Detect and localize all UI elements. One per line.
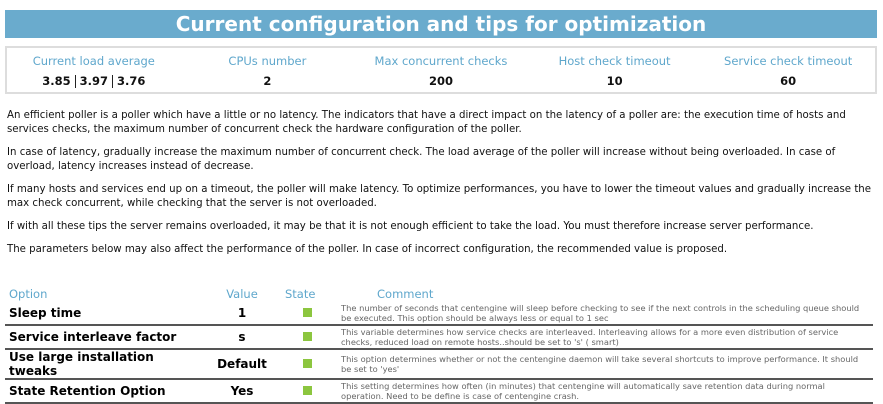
option-comment: This variable determines how service che… [337,325,873,350]
stat-load: Current load average 3.85 3.97 3.76 [7,48,181,92]
options-table: Option Value State Comment Sleep time 1 Th… [5,286,873,404]
stat-host-timeout: Host check timeout 10 [528,48,702,92]
tip-paragraph: An efficient poller is a poller which ha… [7,110,846,135]
load-15: 3.76 [116,74,146,88]
state-ok-icon [303,386,312,395]
stat-label: Current load average [32,54,155,68]
tips-text: An efficient poller is a poller which ha… [7,109,877,266]
header-option: Option [9,287,48,301]
stat-label: Max concurrent checks [374,54,508,68]
option-comment: The number of seconds that centengine wi… [337,302,873,326]
stat-max-checks: Max concurrent checks 200 [354,48,528,92]
load-5: 3.97 [79,74,108,88]
option-comment: This setting determines how often (in mi… [337,379,873,404]
table-row: Use large installation tweaks Default This… [5,349,873,380]
option-name: Service interleave factor [5,325,203,350]
divider [74,75,76,88]
state-ok-icon [303,359,312,368]
stat-value: 2 [263,74,272,88]
header-state: State [285,287,316,301]
option-value: Yes [203,379,281,404]
stat-label: Host check timeout [558,54,671,68]
stat-cpus: CPUs number 2 [181,48,355,92]
stats-panel: Current load average 3.85 3.97 3.76 CPUs n… [5,46,877,94]
header-comment: Comment [377,287,434,301]
option-name: Sleep time [5,302,203,326]
table-row: State Retention Option Yes This setting de… [5,379,873,404]
stat-value: 60 [780,74,797,88]
stat-label: Service check timeout [724,54,853,68]
divider [111,75,113,88]
table-row: Service interleave factor s This variable … [5,325,873,350]
stat-value: 200 [428,74,453,88]
option-value: 1 [203,302,281,326]
header-value: Value [226,287,258,301]
option-value: Default [203,349,281,380]
state-ok-icon [303,308,312,317]
stat-value: 10 [606,74,623,88]
option-comment: This option determines whether or not th… [337,349,873,380]
option-value: s [203,325,281,350]
tip-paragraph: If with all these tips the server remain… [7,221,814,232]
tip-paragraph: If many hosts and services end up on a t… [7,184,872,209]
page-title: Current configuration and tips for optim… [5,10,877,38]
tip-paragraph: In case of latency, gradually increase t… [7,147,836,172]
option-name: Use large installation tweaks [5,349,203,380]
tip-paragraph: The parameters below may also affect the… [7,244,728,255]
table-row: Sleep time 1 The number of seconds that ce… [5,302,873,326]
stat-service-timeout: Service check timeout 60 [701,48,875,92]
state-ok-icon [303,332,312,341]
option-name: State Retention Option [5,379,203,404]
load-1: 3.85 [42,74,71,88]
stat-label: CPUs number [228,54,307,68]
